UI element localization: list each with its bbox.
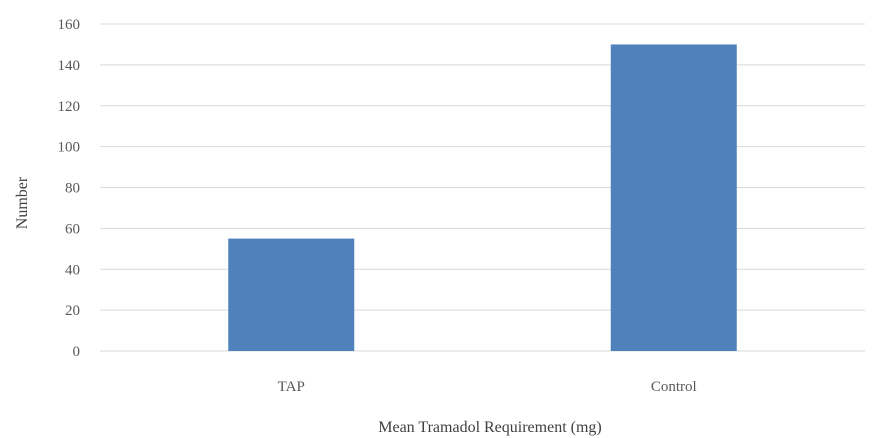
- y-tick-label: 80: [65, 181, 80, 197]
- bar-tap: [228, 238, 355, 351]
- x-axis-ticks: TAP Control: [278, 379, 697, 395]
- y-tick-label: 40: [65, 262, 80, 278]
- x-axis-title: Mean Tramadol Requirement (mg): [378, 419, 602, 436]
- y-axis-title: Number: [14, 176, 31, 229]
- y-tick-label: 140: [58, 58, 81, 74]
- bars: [228, 44, 737, 351]
- x-tick-label: TAP: [278, 379, 305, 395]
- x-tick-label: Control: [651, 379, 697, 395]
- gridlines: [100, 23, 865, 352]
- y-axis-ticks: 0 20 40 60 80 100 120 140 160: [58, 17, 81, 360]
- y-tick-label: 60: [65, 221, 80, 237]
- y-tick-label: 160: [58, 17, 81, 33]
- y-tick-label: 0: [73, 344, 81, 360]
- bar-control: [610, 44, 737, 351]
- y-tick-label: 100: [58, 140, 81, 156]
- y-tick-label: 20: [65, 303, 80, 319]
- y-tick-label: 120: [58, 99, 81, 115]
